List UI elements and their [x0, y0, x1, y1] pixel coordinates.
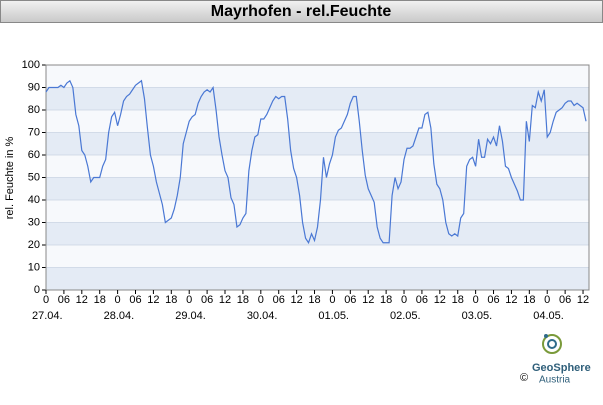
x-tick-label: 12	[147, 294, 159, 306]
x-tick-label: 06	[344, 294, 356, 306]
x-tick-label: 18	[380, 294, 392, 306]
x-tick-label: 18	[237, 294, 249, 306]
x-tick-label: 06	[58, 294, 70, 306]
date-label: 27.04.	[32, 310, 63, 322]
grid-band	[46, 155, 589, 178]
y-tick-label: 0	[34, 284, 40, 296]
x-tick-label: 0	[186, 294, 192, 306]
x-tick-label: 12	[290, 294, 302, 306]
grid-band	[46, 132, 589, 155]
x-tick-label: 06	[487, 294, 499, 306]
x-tick-label: 12	[76, 294, 88, 306]
x-tick-label: 06	[416, 294, 428, 306]
data-line	[45, 79, 587, 245]
chart-title: Mayrhofen - rel.Feuchte	[211, 3, 392, 20]
x-tick-label: 12	[505, 294, 517, 306]
x-tick-label: 0	[473, 294, 479, 306]
y-tick-label: 60	[28, 149, 40, 161]
x-tick-label: 18	[94, 294, 106, 306]
x-tick-label: 12	[434, 294, 446, 306]
grid-band	[46, 200, 589, 223]
x-tick-label: 06	[129, 294, 141, 306]
y-tick-label: 50	[28, 171, 40, 183]
y-axis-title: rel. Feuchte in %	[4, 137, 16, 220]
logo-icon	[542, 334, 562, 354]
logo	[542, 334, 562, 354]
x-tick-label: 18	[308, 294, 320, 306]
logo-icon	[544, 334, 548, 338]
logo-name: GeoSphere	[532, 362, 591, 374]
grid-band	[46, 87, 589, 110]
x-tick-label: 0	[115, 294, 121, 306]
grid-band	[46, 177, 589, 200]
grid-band	[46, 110, 589, 133]
x-tick-label: 18	[452, 294, 464, 306]
y-tick-label: 30	[28, 216, 40, 228]
x-tick-label: 06	[273, 294, 285, 306]
x-tick-label: 0	[544, 294, 550, 306]
x-tick-label: 18	[523, 294, 535, 306]
plot-frame	[45, 64, 590, 291]
grid-band	[46, 65, 589, 88]
y-tick-label: 40	[28, 194, 40, 206]
date-label: 29.04.	[175, 310, 206, 322]
x-tick-label: 18	[165, 294, 177, 306]
x-tick-label: 0	[258, 294, 264, 306]
y-tick-label: 10	[28, 261, 40, 273]
x-tick-label: 12	[362, 294, 374, 306]
x-tick-label: 0	[329, 294, 335, 306]
date-label: 02.05.	[390, 310, 421, 322]
grid-band	[46, 245, 589, 268]
date-label: 04.05.	[533, 310, 564, 322]
logo-icon	[547, 339, 557, 349]
x-tick-label: 12	[577, 294, 589, 306]
grid-band	[46, 267, 589, 290]
x-tick-label: 0	[401, 294, 407, 306]
date-label: 03.05.	[462, 310, 493, 322]
y-tick-label: 100	[22, 59, 40, 71]
date-label: 01.05.	[318, 310, 349, 322]
grid-band	[46, 222, 589, 245]
y-tick-label: 20	[28, 239, 40, 251]
x-tick-label: 12	[219, 294, 231, 306]
date-label: 30.04.	[247, 310, 278, 322]
copyright: ©	[520, 372, 528, 384]
date-label: 28.04.	[104, 310, 135, 322]
x-tick-label: 06	[201, 294, 213, 306]
x-tick-label: 0	[43, 294, 49, 306]
logo-sub: Austria	[539, 375, 571, 386]
y-tick-label: 90	[28, 81, 40, 93]
y-tick-label: 70	[28, 126, 40, 138]
x-tick-label: 06	[559, 294, 571, 306]
y-tick-label: 80	[28, 104, 40, 116]
